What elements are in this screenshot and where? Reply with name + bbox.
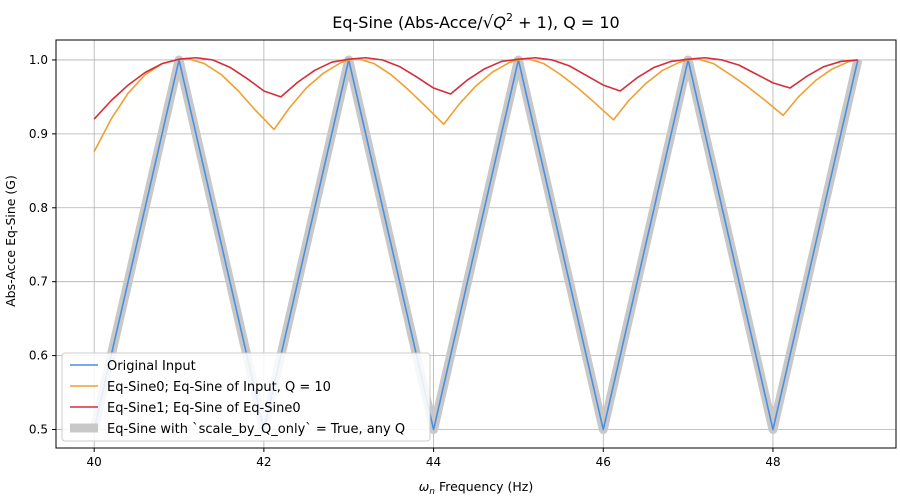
- legend-label: Eq-Sine0; Eq-Sine of Input, Q = 10: [107, 380, 331, 395]
- x-tick-label: 44: [426, 455, 441, 469]
- y-tick-label: 0.5: [29, 423, 48, 437]
- x-axis-label: ωn Frequency (Hz): [419, 479, 533, 497]
- series-layer: [89, 55, 863, 435]
- y-tick-label: 0.6: [29, 349, 48, 363]
- x-tick-label: 48: [765, 455, 780, 469]
- plot-frame: [55, 39, 897, 449]
- y-tick-label: 0.8: [29, 201, 48, 215]
- y-tick-label: 0.9: [29, 127, 48, 141]
- series-line-3: [93, 57, 858, 152]
- x-tick-label: 46: [596, 455, 611, 469]
- legend-label: Eq-Sine with `scale_by_Q_only` = True, a…: [107, 422, 405, 437]
- legend-label: Original Input: [107, 359, 196, 374]
- y-axis-label: Abs-Acce Eq-Sine (G): [3, 175, 18, 307]
- sqrt-radical: √: [483, 13, 494, 33]
- x-tick-label: 40: [87, 455, 102, 469]
- chart-title: Eq-Sine (Abs-Acce/√Q2 + 1), Q = 10: [332, 11, 619, 33]
- axis-ticks: 40 42 44 46 48 0.5 0.6 0.7 0.8 0.9 1.0: [29, 53, 781, 469]
- sqrt-radicand: Q: [493, 13, 506, 32]
- legend-box: [61, 352, 431, 442]
- series-line-4: [93, 56, 858, 120]
- x-tick-label: 42: [256, 455, 271, 469]
- y-tick-label: 0.7: [29, 275, 48, 289]
- series-line-2: [93, 59, 859, 431]
- sqrt-exponent: 2: [506, 11, 513, 24]
- legend: Original Input Eq-Sine0; Eq-Sine of Input…: [61, 352, 431, 442]
- legend-label: Eq-Sine1; Eq-Sine of Eq-Sine0: [107, 401, 301, 416]
- y-tick-label: 1.0: [29, 53, 48, 67]
